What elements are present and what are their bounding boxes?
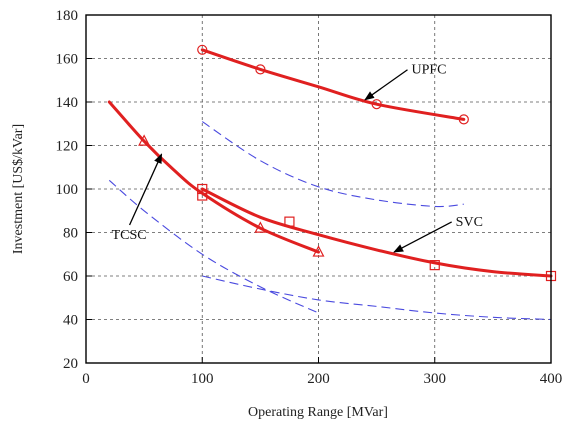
- annotations-group: UPFC SVC TCSC: [112, 63, 483, 253]
- y-tick-label: 140: [56, 95, 79, 111]
- marker-tcsc: [138, 134, 151, 146]
- marker-upfc: [197, 44, 208, 55]
- y-axis-title: Investment [US$/kVar]: [11, 124, 26, 254]
- series-line-dashed-3: [201, 121, 464, 208]
- y-tick-label: 120: [56, 139, 79, 155]
- marker-upfc: [458, 114, 469, 125]
- x-tick-label: 400: [540, 371, 563, 387]
- marker-svc: [197, 190, 208, 201]
- x-tick-label: 0: [82, 371, 90, 387]
- y-tick-label: 160: [56, 52, 79, 68]
- ticks-group: 0 100 200 300 400 20 40 60 80 100 120 140 160 180: [56, 8, 563, 387]
- marker-tcsc: [254, 221, 267, 233]
- annotation-arrow-tcsc: [128, 153, 163, 226]
- x-tick-label: 100: [191, 371, 214, 387]
- annotation-arrow-upfc: [364, 69, 408, 101]
- x-tick-label: 300: [424, 371, 447, 387]
- dashed-series-group: [108, 121, 552, 321]
- marker-svc: [429, 260, 440, 271]
- y-tick-label: 40: [63, 313, 78, 329]
- y-tick-label: 60: [63, 269, 78, 285]
- series-line-svc: [200, 187, 553, 278]
- marker-svc: [284, 216, 295, 227]
- x-axis-title: Operating Range [MVar]: [248, 405, 388, 420]
- marker-tcsc: [312, 245, 325, 257]
- marker-upfc: [371, 99, 382, 110]
- y-tick-label: 180: [56, 8, 79, 24]
- annotation-label-svc: SVC: [456, 215, 483, 230]
- y-tick-label: 100: [56, 182, 79, 198]
- annotation-label-tcsc: TCSC: [112, 228, 147, 243]
- series-line-upfc: [200, 48, 466, 121]
- x-tick-label: 200: [307, 371, 330, 387]
- marker-svc: [197, 183, 208, 195]
- series-line-dashed-5: [108, 179, 319, 314]
- y-tick-label: 80: [63, 226, 78, 242]
- series-line-dashed-4: [202, 275, 552, 321]
- y-tick-label: 20: [63, 356, 78, 372]
- annotation-arrow-svc: [393, 221, 452, 253]
- marker-upfc: [255, 64, 266, 75]
- annotation-label-upfc: UPFC: [412, 63, 447, 78]
